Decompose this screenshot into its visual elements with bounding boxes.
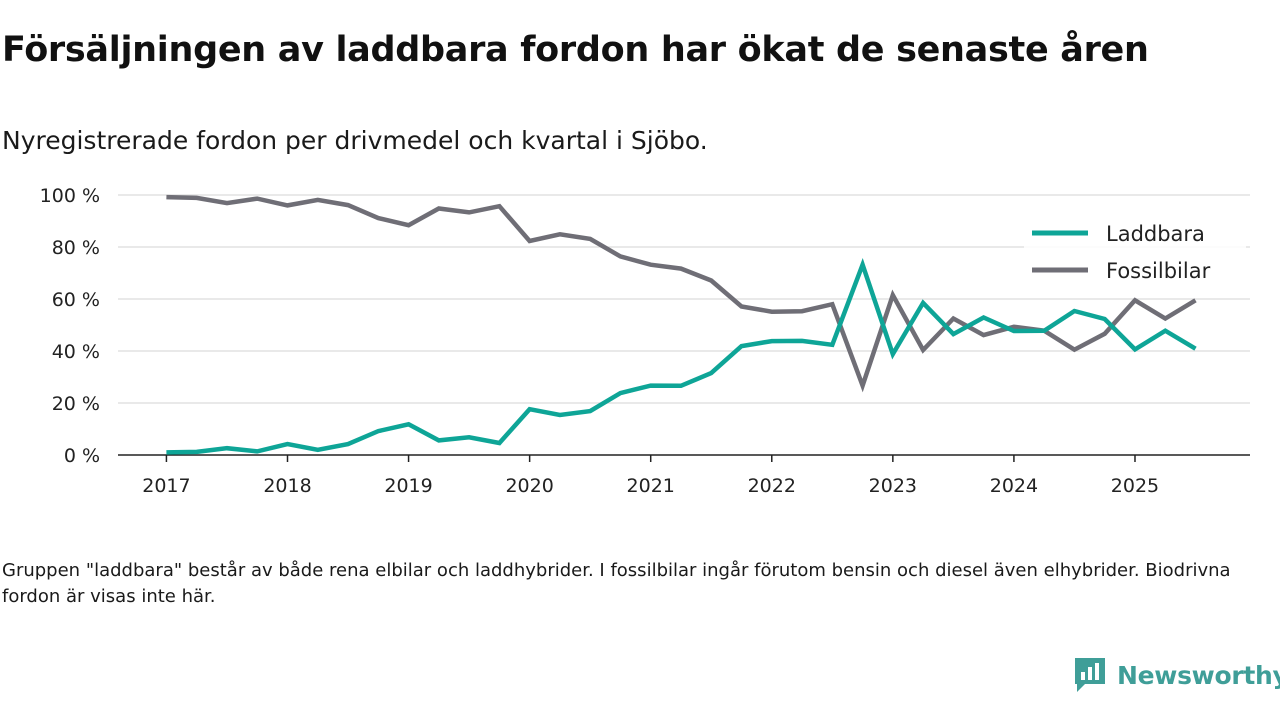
brand: Newsworthy: [1072, 656, 1280, 694]
y-tick-label: 80 %: [52, 237, 100, 259]
footnote: Gruppen "laddbara" består av både rena e…: [2, 560, 1231, 607]
y-tick-label: 100 %: [40, 185, 100, 207]
newsworthy-logo-icon: [1075, 658, 1105, 692]
x-tick-label: 2019: [384, 475, 432, 497]
y-tick-label: 0 %: [64, 445, 100, 467]
x-tick-label: 2021: [627, 475, 675, 497]
series-lines: [166, 194, 1197, 455]
legend: Laddbara Fossilbilar: [1024, 214, 1246, 290]
x-tick-label: 2022: [748, 475, 796, 497]
chart-title: Försäljningen av laddbara fordon har öka…: [2, 30, 1149, 70]
y-tick-label: 60 %: [52, 289, 100, 311]
y-tick-label: 40 %: [52, 341, 100, 363]
x-tick-label: 2024: [990, 475, 1038, 497]
x-tick-label: 2023: [869, 475, 917, 497]
x-axis-ticks: 2017 2018 2019 2020 2021 2022 2023 2024 2025: [142, 455, 1159, 497]
chart-subtitle: Nyregistrerade fordon per drivmedel och …: [2, 126, 708, 155]
legend-label-fossilbilar: Fossilbilar: [1106, 259, 1211, 283]
brand-name: Newsworthy: [1117, 660, 1280, 690]
legend-label-laddbara: Laddbara: [1106, 222, 1205, 246]
x-tick-label: 2025: [1111, 475, 1159, 497]
series-line-fossilbilar: [166, 194, 1197, 393]
y-axis-ticks: 0 % 20 % 40 % 60 % 80 % 100 %: [40, 185, 100, 467]
series-line-laddbara: [166, 258, 1197, 455]
y-tick-label: 20 %: [52, 393, 100, 415]
line-chart: 0 % 20 % 40 % 60 % 80 % 100 % 2017 2018 2019 202…: [40, 185, 1250, 497]
legend-background: [1024, 214, 1246, 290]
x-tick-label: 2020: [505, 475, 553, 497]
x-tick-label: 2017: [142, 475, 190, 497]
x-tick-label: 2018: [263, 475, 311, 497]
